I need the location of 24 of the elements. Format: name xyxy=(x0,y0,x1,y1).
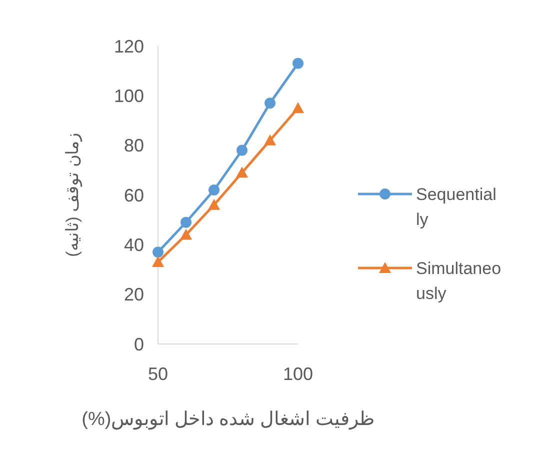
y-tick-label: 100 xyxy=(114,86,144,106)
point xyxy=(180,228,192,240)
point xyxy=(208,184,220,196)
point xyxy=(236,166,248,178)
point xyxy=(292,58,304,69)
point xyxy=(236,144,248,156)
legend-label: Sequentially xyxy=(416,185,496,229)
x-axis-title: ظرفیت اشغال شده داخل اتوبوس(%) xyxy=(82,409,374,430)
y-tick-label: 60 xyxy=(124,185,144,206)
y-tick-label: 80 xyxy=(124,136,144,156)
y-tick-label: 120 xyxy=(114,36,144,56)
point xyxy=(208,198,220,210)
y-tick-label: 0 xyxy=(134,334,144,354)
x-tick-label: 50 xyxy=(148,364,168,384)
point xyxy=(180,216,192,228)
y-axis-title: زمان توقف (ثانیه) xyxy=(63,133,83,257)
point xyxy=(264,98,276,109)
point xyxy=(292,102,304,114)
point xyxy=(264,134,276,146)
legend-label: Simultaneously xyxy=(416,259,502,303)
point xyxy=(152,246,164,258)
point xyxy=(152,256,164,268)
y-tick-label: 20 xyxy=(124,284,144,305)
y-tick-label: 40 xyxy=(124,234,144,255)
